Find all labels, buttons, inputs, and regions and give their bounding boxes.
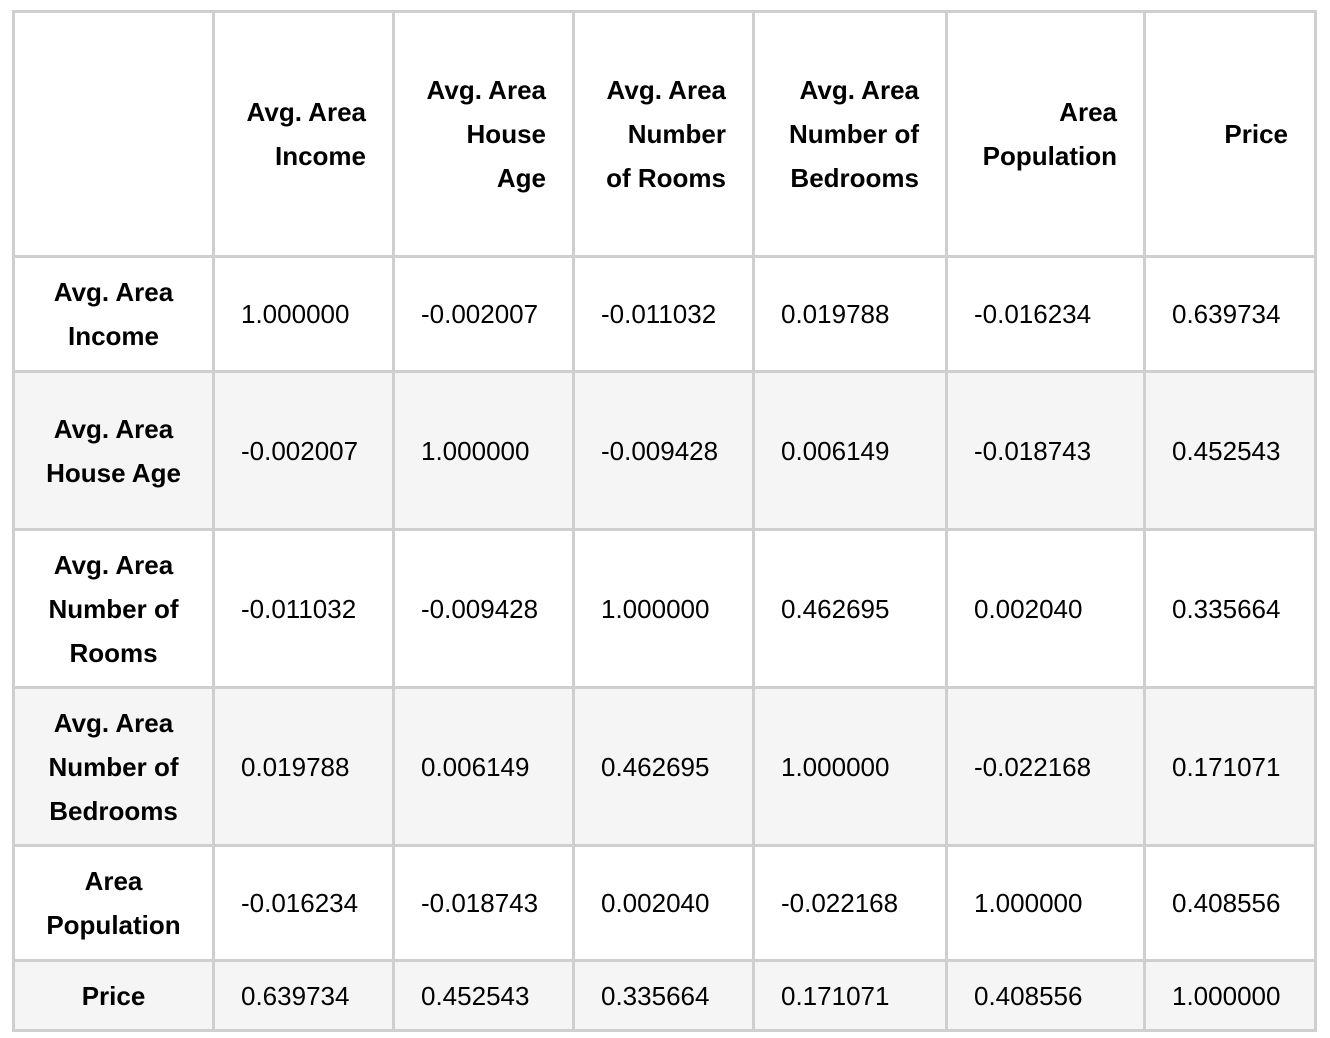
row-header: Area Population bbox=[12, 844, 215, 962]
table-cell: 0.639734 bbox=[1143, 255, 1317, 373]
table-cell: 1.000000 bbox=[572, 528, 755, 689]
table-cell: -0.016234 bbox=[945, 255, 1146, 373]
corner-header-cell bbox=[12, 10, 215, 258]
table-cell: -0.018743 bbox=[392, 844, 575, 962]
table-row: Avg. Area Number of Rooms -0.011032 -0.0… bbox=[12, 528, 1317, 689]
table-cell: 1.000000 bbox=[945, 844, 1146, 962]
column-header: Avg. Area Income bbox=[212, 10, 395, 258]
column-header-label: Avg. Area Income bbox=[246, 97, 366, 171]
column-header: Area Population bbox=[945, 10, 1146, 258]
table-cell: 0.171071 bbox=[752, 959, 948, 1032]
table-cell: 0.408556 bbox=[1143, 844, 1317, 962]
table-cell: 0.335664 bbox=[572, 959, 755, 1032]
table-cell: 1.000000 bbox=[392, 370, 575, 531]
table-cell: 0.639734 bbox=[212, 959, 395, 1032]
table-cell: 0.002040 bbox=[945, 528, 1146, 689]
table-cell: 0.006149 bbox=[752, 370, 948, 531]
table-cell: -0.016234 bbox=[212, 844, 395, 962]
table-header-row: Avg. Area Income Avg. Area House Age Avg… bbox=[12, 10, 1317, 258]
table-cell: -0.022168 bbox=[945, 686, 1146, 847]
row-header: Avg. Area Number of Rooms bbox=[12, 528, 215, 689]
table-cell: 0.019788 bbox=[212, 686, 395, 847]
column-header: Avg. Area Number of Bedrooms bbox=[752, 10, 948, 258]
column-header-label: Avg. Area House Age bbox=[426, 75, 546, 193]
table-cell: -0.002007 bbox=[392, 255, 575, 373]
table-cell: -0.022168 bbox=[752, 844, 948, 962]
table-row: Avg. Area Number of Bedrooms 0.019788 0.… bbox=[12, 686, 1317, 847]
correlation-table: Avg. Area Income Avg. Area House Age Avg… bbox=[12, 10, 1317, 1032]
row-header: Avg. Area Number of Bedrooms bbox=[12, 686, 215, 847]
table-cell: -0.009428 bbox=[572, 370, 755, 531]
column-header: Price bbox=[1143, 10, 1317, 258]
column-header-label: Avg. Area Number of Rooms bbox=[606, 75, 726, 193]
table-row: Area Population -0.016234 -0.018743 0.00… bbox=[12, 844, 1317, 962]
table-cell: 0.171071 bbox=[1143, 686, 1317, 847]
table-cell: 1.000000 bbox=[212, 255, 395, 373]
table-row: Avg. Area Income 1.000000 -0.002007 -0.0… bbox=[12, 255, 1317, 373]
table-row: Avg. Area House Age -0.002007 1.000000 -… bbox=[12, 370, 1317, 531]
table-row: Price 0.639734 0.452543 0.335664 0.17107… bbox=[12, 959, 1317, 1032]
row-header: Avg. Area Income bbox=[12, 255, 215, 373]
table-cell: 0.408556 bbox=[945, 959, 1146, 1032]
table-cell: 0.335664 bbox=[1143, 528, 1317, 689]
table-cell: -0.002007 bbox=[212, 370, 395, 531]
table-cell: -0.011032 bbox=[212, 528, 395, 689]
table-cell: 0.002040 bbox=[572, 844, 755, 962]
table-cell: 0.452543 bbox=[392, 959, 575, 1032]
table-cell: 0.006149 bbox=[392, 686, 575, 847]
row-header: Avg. Area House Age bbox=[12, 370, 215, 531]
table-cell: 0.462695 bbox=[572, 686, 755, 847]
column-header-label: Area Population bbox=[982, 97, 1117, 171]
table-cell: -0.011032 bbox=[572, 255, 755, 373]
column-header: Avg. Area Number of Rooms bbox=[572, 10, 755, 258]
column-header: Avg. Area House Age bbox=[392, 10, 575, 258]
table-cell: -0.018743 bbox=[945, 370, 1146, 531]
table-cell: 0.462695 bbox=[752, 528, 948, 689]
table-cell: 0.452543 bbox=[1143, 370, 1317, 531]
row-header: Price bbox=[12, 959, 215, 1032]
correlation-table-wrapper: Avg. Area Income Avg. Area House Age Avg… bbox=[12, 10, 1317, 1032]
table-cell: 1.000000 bbox=[752, 686, 948, 847]
table-cell: 0.019788 bbox=[752, 255, 948, 373]
column-header-label: Avg. Area Number of Bedrooms bbox=[789, 75, 919, 193]
table-cell: -0.009428 bbox=[392, 528, 575, 689]
column-header-label: Price bbox=[1224, 119, 1288, 149]
table-cell: 1.000000 bbox=[1143, 959, 1317, 1032]
